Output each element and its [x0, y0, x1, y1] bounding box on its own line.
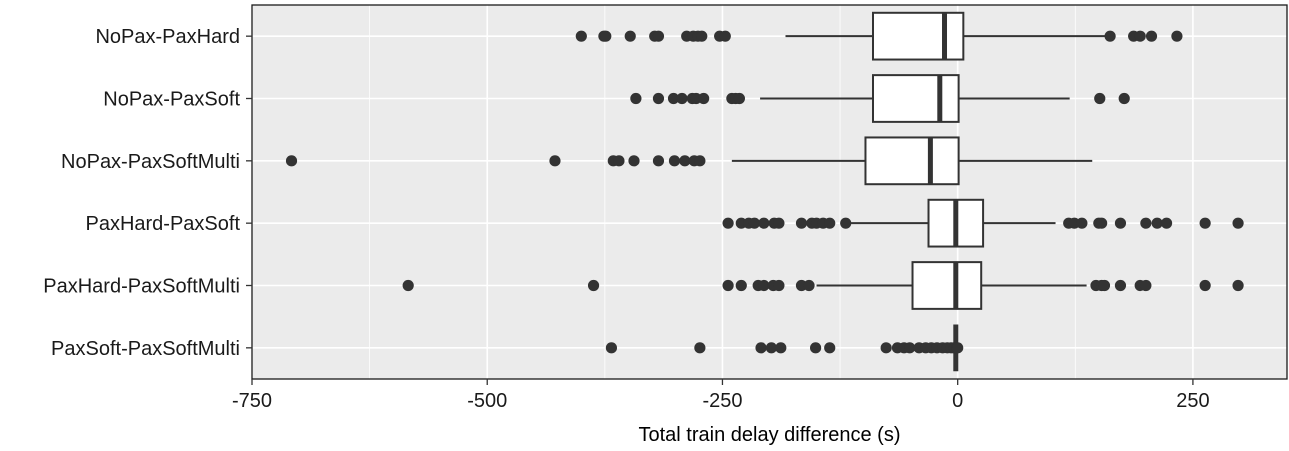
- plot-border: [251, 4, 1288, 380]
- outlier-point: [696, 30, 708, 42]
- outlier-point: [668, 155, 681, 167]
- outlier-point: [285, 155, 298, 167]
- iqr-box: [872, 74, 960, 123]
- outlier-point: [630, 92, 642, 105]
- outlier-point: [824, 342, 836, 354]
- outlier-point: [624, 30, 636, 42]
- outlier-layer: [285, 30, 1244, 354]
- outlier-point: [1232, 279, 1244, 292]
- box-paxhard-paxsoft: [849, 198, 1056, 248]
- outlier-point: [694, 342, 706, 354]
- outlier-point: [549, 155, 561, 167]
- outlier-point: [667, 92, 680, 105]
- outlier-point: [1140, 279, 1152, 292]
- outlier-point: [1145, 30, 1158, 42]
- x-axis-title: Total train delay difference (s): [639, 424, 901, 446]
- outlier-point: [1160, 217, 1173, 229]
- outlier-point: [1171, 30, 1183, 42]
- x-tick-label: -250: [702, 390, 742, 412]
- outlier-point: [1232, 217, 1244, 229]
- outlier-point: [1114, 279, 1127, 292]
- y-tick-label: PaxHard-PaxSoft: [85, 213, 240, 235]
- outlier-point: [613, 155, 625, 167]
- outlier-point: [1094, 92, 1106, 105]
- outlier-point: [719, 30, 731, 42]
- outlier-point: [628, 155, 640, 167]
- outlier-point: [722, 217, 734, 229]
- outlier-point: [904, 342, 916, 354]
- outlier-point: [402, 279, 414, 292]
- outlier-point: [679, 155, 691, 167]
- outlier-point: [1151, 217, 1163, 229]
- outlier-point: [840, 217, 852, 229]
- outlier-point: [733, 92, 745, 105]
- iqr-box: [864, 136, 960, 186]
- box-nopax-paxhard: [785, 11, 1106, 61]
- outlier-point: [1199, 217, 1211, 229]
- outlier-point: [1114, 217, 1127, 229]
- x-tick-label: 0: [952, 390, 963, 412]
- outlier-point: [1118, 92, 1130, 105]
- outlier-point: [1140, 217, 1152, 229]
- outlier-point: [694, 155, 706, 167]
- outlier-point: [600, 30, 612, 42]
- outlier-point: [758, 279, 770, 292]
- outlier-point: [722, 279, 734, 292]
- iqr-box: [872, 11, 965, 61]
- iqr-box: [911, 261, 983, 310]
- outlier-point: [748, 217, 761, 229]
- y-tick-label: PaxSoft-PaxSoftMulti: [51, 338, 240, 360]
- outlier-point: [952, 342, 964, 354]
- outlier-point: [1104, 30, 1116, 42]
- outlier-point: [735, 279, 747, 292]
- outlier-point: [676, 92, 688, 105]
- box-layer: [731, 11, 1106, 372]
- outlier-point: [765, 342, 777, 354]
- outlier-point: [1098, 279, 1111, 292]
- x-tick-label: 250: [1176, 390, 1209, 412]
- x-tick-label: -750: [232, 390, 272, 412]
- outlier-point: [575, 30, 587, 42]
- box-paxhard-paxsoftmulti: [816, 261, 1087, 310]
- axes: NoPax-PaxHard NoPax-PaxSoft NoPax-PaxSoftM…: [43, 26, 1209, 412]
- plot-panel: [252, 5, 1287, 379]
- outlier-point: [755, 342, 767, 354]
- outlier-point: [810, 342, 822, 354]
- outlier-point: [605, 342, 618, 354]
- x-tick-label: -500: [467, 390, 507, 412]
- outlier-point: [880, 342, 892, 354]
- outlier-point: [587, 279, 600, 292]
- y-tick-label: NoPax-PaxSoft: [103, 89, 240, 111]
- outlier-point: [1199, 279, 1211, 292]
- box-nopax-paxsoft: [760, 74, 1070, 123]
- outlier-point: [773, 279, 785, 292]
- outlier-point: [1076, 217, 1088, 229]
- y-tick-label: NoPax-PaxSoftMulti: [61, 151, 240, 173]
- outlier-point: [652, 155, 665, 167]
- outlier-point: [824, 217, 836, 229]
- outlier-point: [803, 279, 815, 292]
- outlier-point: [1096, 217, 1108, 229]
- outlier-point: [1134, 30, 1146, 42]
- outlier-point: [698, 92, 710, 105]
- outlier-point: [773, 217, 785, 229]
- y-tick-label: PaxHard-PaxSoftMulti: [43, 276, 240, 298]
- outlier-point: [795, 217, 808, 229]
- outlier-point: [758, 217, 770, 229]
- box-nopax-paxsoftmulti: [731, 136, 1093, 186]
- outlier-point: [775, 342, 787, 354]
- y-tick-label: NoPax-PaxHard: [95, 26, 240, 48]
- outlier-point: [652, 92, 665, 105]
- outlier-point: [652, 30, 665, 42]
